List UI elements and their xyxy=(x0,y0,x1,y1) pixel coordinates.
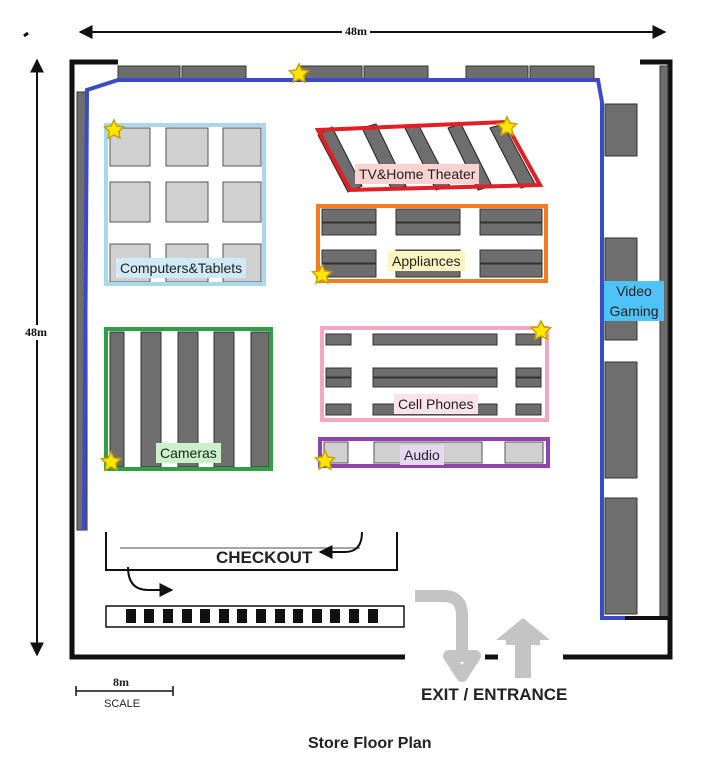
star-icon xyxy=(99,450,123,472)
width-label: 48m xyxy=(342,24,370,39)
scale-value-label: 8m xyxy=(113,675,129,689)
checkout-registers xyxy=(126,609,378,623)
scale-bar xyxy=(75,686,174,696)
stray-mark xyxy=(23,31,29,38)
star-icon xyxy=(529,319,553,341)
cameras-section xyxy=(104,327,273,471)
checkout-label: CHECKOUT xyxy=(216,548,313,567)
scale-label: SCALE xyxy=(104,698,141,710)
computers-tablets-label: Computers&Tablets xyxy=(116,258,247,278)
star-markers xyxy=(99,62,553,472)
store-walls xyxy=(69,59,673,660)
wall-shelves-top xyxy=(117,65,595,80)
height-label: 48m xyxy=(22,325,50,340)
video-gaming-label: Video Gaming xyxy=(604,281,664,321)
customer-path xyxy=(82,78,625,620)
entrance-arrow-head xyxy=(496,618,550,645)
tv-home-theater-label: TV&Home Theater xyxy=(355,164,480,184)
star-icon xyxy=(310,263,334,285)
exit-entrance-label: EXIT / ENTRANCE xyxy=(421,685,568,704)
star-icon xyxy=(287,62,311,84)
star-icon xyxy=(495,115,519,137)
page-title: Store Floor Plan xyxy=(308,735,432,752)
audio-label: Audio xyxy=(400,445,444,465)
checkout-area xyxy=(105,531,405,628)
cell-phones-label: Cell Phones xyxy=(394,394,478,414)
entrance-arrow-shaft xyxy=(515,638,531,678)
appliances-label: Appliances xyxy=(388,251,465,271)
video-gaming-shelves xyxy=(604,103,638,615)
star-icon xyxy=(313,449,337,471)
exit-arrow xyxy=(415,590,481,682)
star-icon xyxy=(102,118,126,140)
cameras-label: Cameras xyxy=(156,443,221,463)
wall-shelf-right xyxy=(659,65,669,619)
